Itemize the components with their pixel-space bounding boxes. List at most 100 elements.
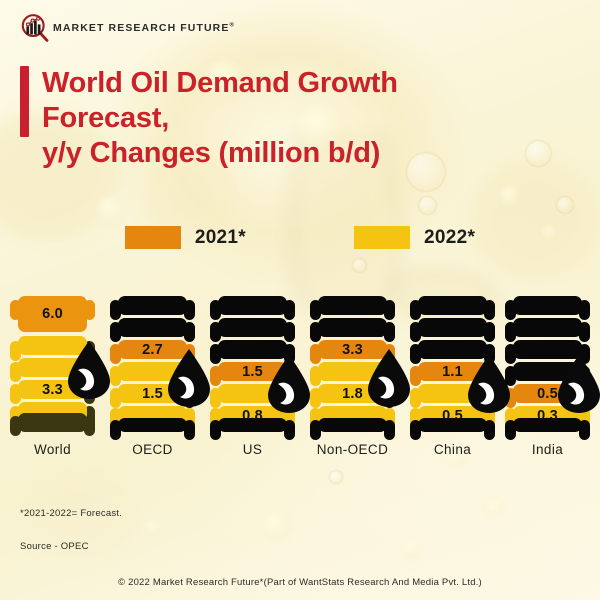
barrel-lug — [505, 388, 516, 408]
barrel-lug — [184, 420, 195, 440]
copyright-notice: © 2022 Market Research Future*(Part of W… — [118, 577, 482, 588]
barrel-lug — [284, 322, 295, 342]
barrel-lug — [579, 420, 590, 440]
barrel-lug — [310, 322, 321, 342]
legend-swatch-2022 — [354, 226, 410, 249]
barrel-non-oecd[interactable]: 3.3 1.8 Non-OECD — [310, 296, 395, 457]
footnote-forecast: *2021-2022= Forecast. — [20, 508, 123, 519]
bubble-decoration — [402, 540, 422, 560]
barrel-caption-india: India — [531, 442, 564, 457]
bubble-decoration — [262, 512, 292, 542]
barrel-world[interactable]: 6.0 3.3 World — [10, 296, 95, 457]
barrel-lug — [484, 300, 495, 320]
barrel-band — [18, 413, 87, 432]
barrel-lug — [10, 416, 21, 436]
barrel-band-2021: 6.0 — [18, 296, 87, 332]
barrel-band — [318, 418, 387, 432]
barrel-lug — [310, 344, 321, 364]
legend-item-2021: 2021* — [124, 226, 246, 249]
barrel-band — [418, 340, 487, 359]
bubble-decoration — [406, 152, 446, 192]
barrel-lug — [505, 366, 516, 386]
barrel-lug — [210, 408, 221, 428]
barrel-lug — [310, 420, 321, 440]
barrel-band — [418, 384, 487, 403]
page-title-line1: World Oil Demand Growth Forecast, — [42, 67, 398, 134]
barrel-lug — [579, 344, 590, 364]
barrel-lug — [410, 322, 421, 342]
barrel-india[interactable]: 0.5 0.3 India — [505, 296, 590, 457]
barrel-lug — [410, 420, 421, 440]
barrel-band-2021: 3.3 — [318, 340, 387, 359]
bubble-decoration — [329, 470, 343, 484]
value-label-2022: 3.3 — [42, 381, 63, 398]
page-title-line2: y/y Changes (million b/d) — [42, 137, 381, 169]
barrel-lug — [284, 300, 295, 320]
barrel-lug — [10, 362, 21, 382]
title-block: World Oil Demand Growth Forecast, y/y Ch… — [20, 66, 522, 171]
barrel-lug — [505, 344, 516, 364]
barrel-lug — [184, 408, 195, 428]
bubble-decoration — [543, 226, 557, 240]
barrel-lug — [484, 344, 495, 364]
barrel-band-2022: 1.5 — [118, 384, 187, 403]
legend-swatch-2021 — [124, 226, 181, 249]
barrel-caption-non-oecd: Non-OECD — [316, 442, 389, 457]
footnote-source: Source - OPEC — [20, 541, 89, 552]
brand-name-text: MARKET RESEARCH FUTURE — [53, 22, 230, 34]
barrel-china[interactable]: 1.1 0.5 China — [410, 296, 495, 457]
barrel-band-2022: 1.8 — [318, 384, 387, 403]
page-title: World Oil Demand Growth Forecast, y/y Ch… — [42, 66, 522, 171]
barrel-lug — [310, 300, 321, 320]
brand-name: MARKET RESEARCH FUTURE® — [53, 22, 235, 34]
barrel-oecd[interactable]: 2.7 1.5 OECD — [110, 296, 195, 457]
barrel-lug — [10, 300, 21, 320]
value-label-2021: 2.7 — [142, 341, 163, 358]
legend-label-2022: 2022* — [424, 226, 476, 248]
barrel-band-2021: 1.5 — [218, 362, 287, 381]
barrel-band — [318, 362, 387, 381]
barrel-lug — [10, 341, 21, 361]
barrel-caption-us: US — [242, 442, 263, 457]
barrel-lug — [210, 366, 221, 386]
barrel-lug — [505, 408, 516, 428]
barrel-band-2021: 2.7 — [118, 340, 187, 359]
chart-legend: 2021* 2022* — [0, 226, 600, 249]
barrel-lug — [410, 366, 421, 386]
barrel-lug — [184, 300, 195, 320]
barrel-caption-china: China — [433, 442, 472, 457]
barrel-lug — [384, 408, 395, 428]
barrel-lug — [210, 388, 221, 408]
title-accent-bar — [20, 66, 29, 137]
barrel-lug — [410, 408, 421, 428]
barrel-band — [418, 418, 487, 432]
footnotes: *2021-2022= Forecast. Source - OPEC — [20, 508, 122, 552]
value-label-2022: 0.3 — [537, 407, 558, 424]
barrel-lug — [484, 322, 495, 342]
barrel-lug — [284, 408, 295, 428]
barrel-band — [318, 318, 387, 337]
barrel-lug — [210, 322, 221, 342]
background-blob — [20, 470, 140, 560]
barrel-lug — [110, 300, 121, 320]
barrel-lug — [505, 420, 516, 440]
bubble-decoration — [146, 520, 162, 536]
barrel-caption-world: World — [33, 442, 71, 457]
background-blob — [146, 150, 236, 240]
bubble-decoration — [444, 444, 468, 468]
barrel-band — [218, 384, 287, 403]
barrel-lug — [310, 408, 321, 428]
barrel-lug — [10, 384, 21, 404]
barrel-band — [418, 296, 487, 315]
barrel-band-2021: 1.1 — [418, 362, 487, 381]
barrel-lug — [410, 388, 421, 408]
barrel-lug — [579, 322, 590, 342]
barrel-band-2022: 3.3 — [18, 380, 87, 399]
bubble-decoration — [525, 140, 552, 167]
barrel-caption-oecd: OECD — [132, 442, 173, 457]
barrel-band — [418, 318, 487, 337]
magnifier-bar-chart-icon — [20, 13, 50, 43]
barrel-us[interactable]: 1.5 0.8 US — [210, 296, 295, 457]
barrel-lug — [210, 300, 221, 320]
